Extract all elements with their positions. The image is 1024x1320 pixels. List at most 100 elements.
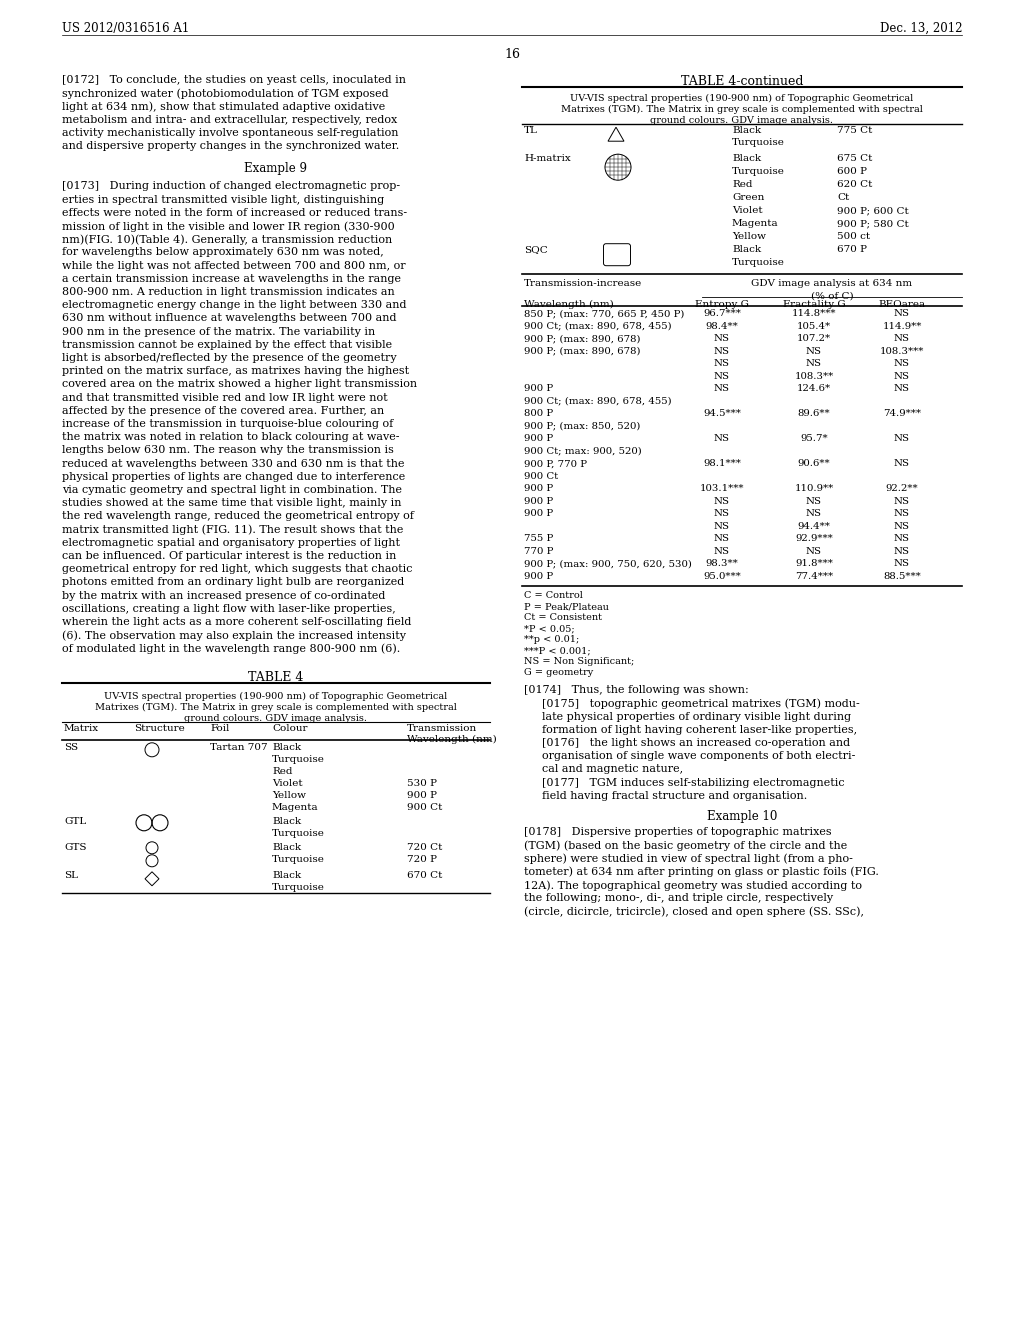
Text: electromagnetic energy change in the light between 330 and: electromagnetic energy change in the lig… — [62, 300, 407, 310]
Text: 900 P: 900 P — [524, 510, 553, 519]
Text: field having fractal structure and organisation.: field having fractal structure and organ… — [542, 791, 807, 801]
Text: NS: NS — [894, 459, 910, 469]
Text: [0175]   topographic geometrical matrixes (TGM) modu-: [0175] topographic geometrical matrixes … — [542, 698, 860, 709]
Text: 600 P: 600 P — [837, 168, 867, 176]
Text: (TGM) (based on the basic geometry of the circle and the: (TGM) (based on the basic geometry of th… — [524, 841, 847, 851]
Text: geometrical entropy for red light, which suggests that chaotic: geometrical entropy for red light, which… — [62, 564, 413, 574]
Text: SQC: SQC — [524, 246, 548, 255]
Text: 900 Ct; max: 900, 520): 900 Ct; max: 900, 520) — [524, 446, 642, 455]
Text: 675 Ct: 675 Ct — [837, 154, 872, 164]
Text: 900 P; 600 Ct: 900 P; 600 Ct — [837, 206, 908, 215]
Text: 108.3**: 108.3** — [795, 372, 834, 380]
Text: 90.6**: 90.6** — [798, 459, 830, 469]
Text: ground colours. GDV image analysis.: ground colours. GDV image analysis. — [650, 116, 834, 125]
Text: P = Peak/Plateau: P = Peak/Plateau — [524, 602, 609, 611]
Text: (circle, dicircle, tricircle), closed and open sphere (SS. SSc),: (circle, dicircle, tricircle), closed an… — [524, 907, 864, 917]
Text: Black: Black — [732, 127, 761, 135]
Text: increase of the transmission in turquoise-blue colouring of: increase of the transmission in turquois… — [62, 418, 393, 429]
Text: NS: NS — [714, 359, 730, 368]
Text: NS: NS — [714, 535, 730, 544]
Text: 110.9**: 110.9** — [795, 484, 834, 494]
Text: Black: Black — [732, 154, 761, 164]
Text: NS: NS — [894, 309, 910, 318]
Text: 900 Ct; (max: 890, 678, 455): 900 Ct; (max: 890, 678, 455) — [524, 322, 672, 331]
Text: 95.0***: 95.0*** — [703, 572, 741, 581]
Text: synchronized water (photobiomodulation of TGM exposed: synchronized water (photobiomodulation o… — [62, 88, 389, 99]
Text: 775 Ct: 775 Ct — [837, 127, 872, 135]
Text: TABLE 4-continued: TABLE 4-continued — [681, 75, 803, 88]
Text: Turquoise: Turquoise — [272, 883, 325, 892]
Text: NS: NS — [894, 372, 910, 380]
Text: 850 P; (max: 770, 665 P, 450 P): 850 P; (max: 770, 665 P, 450 P) — [524, 309, 684, 318]
Text: Turquoise: Turquoise — [272, 855, 325, 863]
Text: NS: NS — [714, 496, 730, 506]
Text: the following; mono-, di-, and triple circle, respectively: the following; mono-, di-, and triple ci… — [524, 894, 834, 903]
Text: 900 P; (max: 900, 750, 620, 530): 900 P; (max: 900, 750, 620, 530) — [524, 560, 692, 568]
Text: NS: NS — [714, 510, 730, 519]
Text: 900 P, 770 P: 900 P, 770 P — [524, 459, 587, 469]
Text: [0177]   TGM induces self-stabilizing electromagnetic: [0177] TGM induces self-stabilizing elec… — [542, 777, 845, 788]
Text: NS = Non Significant;: NS = Non Significant; — [524, 657, 634, 667]
Text: 530 P: 530 P — [407, 779, 437, 788]
Text: 95.7*: 95.7* — [800, 434, 827, 444]
Text: NS: NS — [714, 384, 730, 393]
Text: Turquoise: Turquoise — [272, 755, 325, 764]
Text: Violet: Violet — [732, 206, 763, 215]
Text: 900 nm in the presence of the matrix. The variability in: 900 nm in the presence of the matrix. Th… — [62, 326, 375, 337]
Text: 92.9***: 92.9*** — [795, 535, 833, 544]
Text: Red: Red — [732, 181, 753, 189]
Text: 755 P: 755 P — [524, 535, 553, 544]
Text: UV-VIS spectral properties (190-900 nm) of Topographic Geometrical: UV-VIS spectral properties (190-900 nm) … — [570, 94, 913, 103]
Text: UV-VIS spectral properties (190-900 nm) of Topographic Geometrical: UV-VIS spectral properties (190-900 nm) … — [104, 692, 447, 701]
Text: NS: NS — [806, 496, 822, 506]
Text: Black: Black — [272, 871, 301, 880]
Text: Black: Black — [732, 246, 761, 255]
Text: light at 634 nm), show that stimulated adaptive oxidative: light at 634 nm), show that stimulated a… — [62, 102, 385, 112]
Text: Violet: Violet — [272, 779, 303, 788]
Text: 720 Ct: 720 Ct — [407, 842, 442, 851]
Text: NS: NS — [894, 384, 910, 393]
Text: organisation of single wave components of both electri-: organisation of single wave components o… — [542, 751, 855, 762]
Text: [0173]   During induction of changed electromagnetic prop-: [0173] During induction of changed elect… — [62, 181, 400, 191]
Text: by the matrix with an increased presence of co-ordinated: by the matrix with an increased presence… — [62, 590, 385, 601]
Text: 900 P: 900 P — [524, 484, 553, 494]
Text: Turquoise: Turquoise — [732, 259, 784, 267]
Text: light is absorbed/reflected by the presence of the geometry: light is absorbed/reflected by the prese… — [62, 352, 396, 363]
Text: 900 Ct; (max: 890, 678, 455): 900 Ct; (max: 890, 678, 455) — [524, 397, 672, 405]
Text: 900 P: 900 P — [524, 434, 553, 444]
Text: Fractality G: Fractality G — [782, 300, 846, 309]
Text: 800 P: 800 P — [524, 409, 553, 418]
Text: Yellow: Yellow — [272, 791, 306, 800]
Text: printed on the matrix surface, as matrixes having the highest: printed on the matrix surface, as matrix… — [62, 366, 410, 376]
Text: Turquoise: Turquoise — [272, 829, 325, 838]
Text: the matrix was noted in relation to black colouring at wave-: the matrix was noted in relation to blac… — [62, 432, 399, 442]
Text: Entropy G: Entropy G — [695, 300, 749, 309]
Text: a certain transmission increase at wavelengths in the range: a certain transmission increase at wavel… — [62, 273, 401, 284]
Text: (6). The observation may also explain the increased intensity: (6). The observation may also explain th… — [62, 630, 406, 640]
Text: metabolism and intra- and extracellular, respectively, redox: metabolism and intra- and extracellular,… — [62, 115, 397, 124]
Text: NS: NS — [806, 347, 822, 355]
Text: physical properties of lights are changed due to interference: physical properties of lights are change… — [62, 471, 406, 482]
Text: NS: NS — [714, 434, 730, 444]
Text: Transmission: Transmission — [407, 723, 477, 733]
Text: can be influenced. Of particular interest is the reduction in: can be influenced. Of particular interes… — [62, 550, 396, 561]
Text: Magenta: Magenta — [732, 219, 778, 228]
Text: 77.4***: 77.4*** — [795, 572, 834, 581]
Text: via cymatic geometry and spectral light in combination. The: via cymatic geometry and spectral light … — [62, 484, 402, 495]
Text: cal and magnetic nature,: cal and magnetic nature, — [542, 764, 683, 775]
Text: 900 P; (max: 890, 678): 900 P; (max: 890, 678) — [524, 334, 640, 343]
Text: Black: Black — [272, 842, 301, 851]
Text: Turquoise: Turquoise — [732, 139, 784, 148]
Text: lengths below 630 nm. The reason why the transmission is: lengths below 630 nm. The reason why the… — [62, 445, 394, 455]
Text: NS: NS — [714, 521, 730, 531]
Text: (% of C): (% of C) — [811, 292, 853, 300]
Text: NS: NS — [894, 546, 910, 556]
Text: 114.9**: 114.9** — [883, 322, 922, 331]
Text: 800-900 nm. A reduction in light transmission indicates an: 800-900 nm. A reduction in light transmi… — [62, 286, 394, 297]
Text: 670 P: 670 P — [837, 246, 867, 255]
Text: Green: Green — [732, 193, 764, 202]
Text: 720 P: 720 P — [407, 855, 437, 863]
Text: affected by the presence of the covered area. Further, an: affected by the presence of the covered … — [62, 405, 384, 416]
Text: activity mechanistically involve spontaneous self-regulation: activity mechanistically involve spontan… — [62, 128, 398, 137]
Text: 107.2*: 107.2* — [797, 334, 831, 343]
